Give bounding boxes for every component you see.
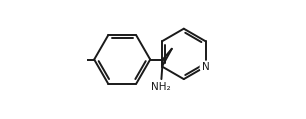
- Text: N: N: [202, 62, 210, 72]
- Text: NH₂: NH₂: [151, 82, 171, 92]
